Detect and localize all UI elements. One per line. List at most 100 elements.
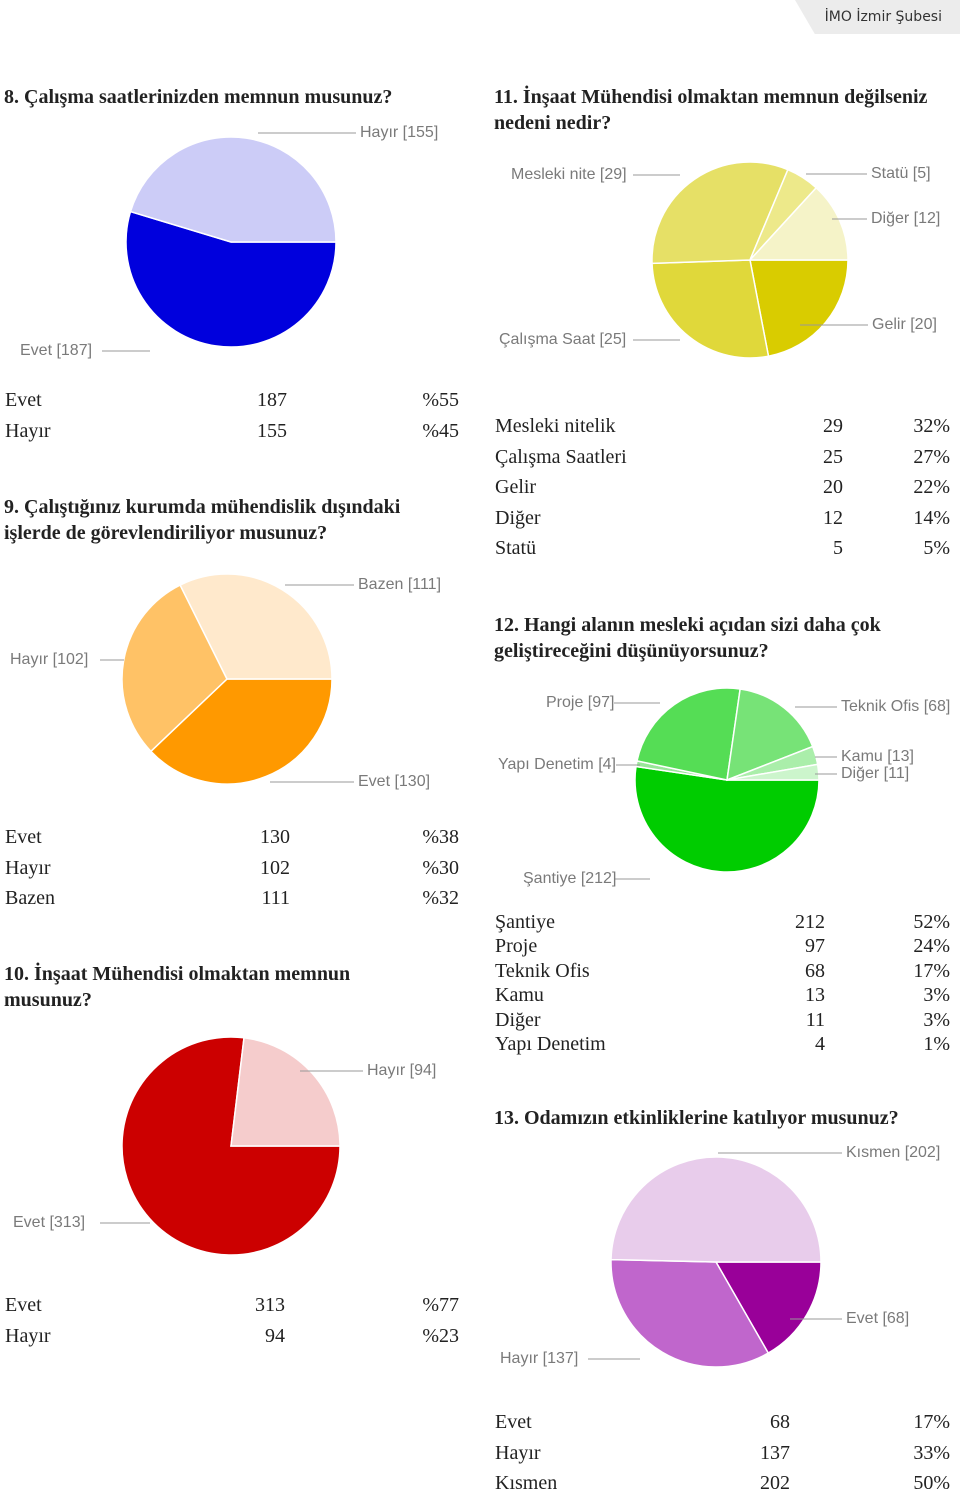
row-label: Evet	[5, 1294, 42, 1316]
slice-label: Mesleki nite [29]	[511, 166, 627, 183]
row-count: 137	[760, 1442, 790, 1464]
row-share: 14%	[913, 507, 950, 529]
pie-slice	[651, 161, 789, 265]
row-count: 11	[805, 1009, 825, 1031]
row-share: 52%	[913, 911, 950, 933]
pie-slice	[610, 1258, 770, 1368]
pie-slice	[726, 763, 820, 781]
row-count: 94	[265, 1325, 285, 1347]
row-count: 130	[260, 826, 290, 848]
row-label: Diğer	[495, 507, 541, 529]
row-count: 313	[255, 1294, 285, 1316]
question-title: 11. İnşaat Mühendisi olmaktan memnun değ…	[494, 86, 928, 134]
slice-label: Gelir [20]	[872, 316, 937, 333]
pie-slice	[230, 1036, 341, 1147]
row-label: Hayır	[5, 420, 51, 442]
row-share: 27%	[913, 446, 950, 468]
row-label: Hayır	[495, 1442, 541, 1464]
row-label: Evet	[5, 826, 42, 848]
pie-slice	[149, 678, 333, 785]
row-count: 20	[823, 476, 843, 498]
slice-label: Evet [130]	[358, 773, 430, 790]
pie-slice	[129, 136, 337, 243]
row-count: 5	[833, 537, 843, 559]
row-count: 4	[815, 1033, 825, 1055]
row-share: %23	[422, 1325, 459, 1347]
row-label: Diğer	[495, 1009, 541, 1031]
pie-slice	[714, 1261, 822, 1355]
row-label: Şantiye	[495, 911, 555, 933]
header: İMO İzmir Şubesi	[795, 0, 960, 34]
question-title: 8. Çalışma saatlerinizden memnun musunuz…	[4, 86, 393, 108]
row-share: 50%	[913, 1472, 950, 1492]
row-label: Hayır	[5, 857, 51, 879]
row-label: Evet	[5, 389, 42, 411]
row-label: Yapı Denetim	[495, 1033, 606, 1055]
row-share: %30	[422, 857, 459, 879]
row-share: 22%	[913, 476, 950, 498]
slice-label: Teknik Ofis [68]	[841, 698, 950, 715]
row-count: 97	[805, 935, 825, 957]
row-count: 29	[823, 415, 843, 437]
row-share: 24%	[913, 935, 950, 957]
question-title: 12. Hangi alanın mesleki açıdan sizi dah…	[494, 614, 881, 662]
slice-label: Bazen [111]	[358, 576, 441, 593]
row-label: Kısmen	[495, 1472, 558, 1492]
row-label: Bazen	[5, 887, 55, 909]
row-count: 212	[795, 911, 825, 933]
row-share: %38	[422, 826, 459, 848]
row-label: Gelir	[495, 476, 537, 498]
row-count: 187	[257, 389, 287, 411]
pie-slice	[634, 765, 820, 873]
slice-label: Yapı Denetim [4]	[498, 756, 616, 773]
row-label: Teknik Ofis	[495, 960, 590, 982]
row-label: Çalışma Saatleri	[495, 446, 627, 468]
row-label: Hayır	[5, 1325, 51, 1347]
pie-slice	[636, 687, 742, 781]
slice-label: Hayır [155]	[360, 124, 438, 141]
row-count: 111	[261, 887, 290, 909]
slice-label: Evet [187]	[20, 342, 92, 359]
slice-label: Proje [97]	[546, 694, 614, 711]
slice-label: Evet [313]	[13, 1214, 85, 1231]
row-share: %55	[422, 389, 459, 411]
row-share: 17%	[913, 1411, 950, 1433]
row-share: 3%	[923, 1009, 950, 1031]
pie-slice	[748, 186, 849, 261]
row-label: Proje	[495, 935, 538, 957]
row-share: 3%	[923, 984, 950, 1006]
question-title: 10. İnşaat Mühendisi olmaktan memnun mus…	[4, 963, 351, 1011]
slice-label: Hayır [94]	[367, 1062, 436, 1079]
row-count: 155	[257, 420, 287, 442]
slice-label: Hayır [102]	[10, 651, 88, 668]
slice-label: Evet [68]	[846, 1310, 909, 1327]
row-share: 5%	[923, 537, 950, 559]
slice-label: Diğer [12]	[871, 210, 940, 227]
question-title: 9. Çalıştığınız kurumda mühendislik dışı…	[4, 496, 401, 544]
row-share: 33%	[913, 1442, 950, 1464]
slice-label: Statü [5]	[871, 165, 931, 182]
row-share: %32	[422, 887, 459, 909]
slice-label: Kamu [13]	[841, 748, 914, 765]
pie-slice	[610, 1156, 822, 1263]
pie-slice	[749, 259, 849, 358]
slice-label: Diğer [11]	[841, 765, 909, 782]
row-share: %45	[422, 420, 459, 442]
slice-label: Kısmen [202]	[846, 1144, 940, 1161]
row-count: 13	[805, 984, 825, 1006]
row-share: %77	[422, 1294, 459, 1316]
row-count: 102	[260, 857, 290, 879]
row-count: 25	[823, 446, 843, 468]
pie-slice	[179, 573, 333, 680]
pie-slice	[651, 259, 770, 359]
row-count: 68	[805, 960, 825, 982]
row-label: Statü	[495, 537, 537, 559]
slice-label: Şantiye [212]	[523, 870, 616, 887]
slice-label: Çalışma Saat [25]	[499, 331, 626, 348]
row-share: 1%	[923, 1033, 950, 1055]
row-label: Mesleki nitelik	[495, 415, 616, 437]
row-label: Evet	[495, 1411, 532, 1433]
pie-slice	[125, 210, 337, 348]
